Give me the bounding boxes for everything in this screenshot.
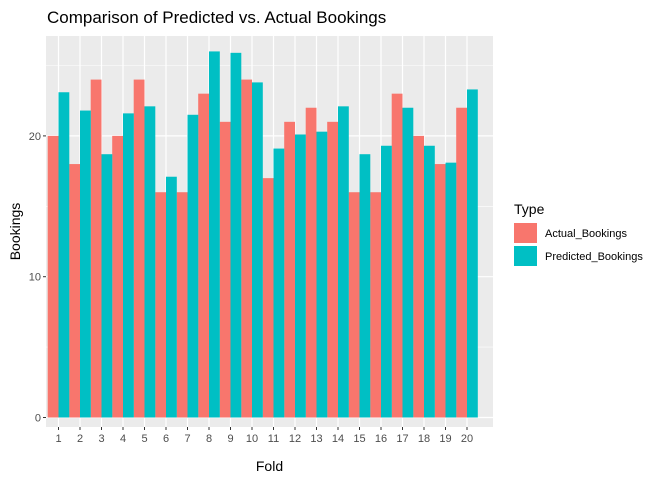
bar-predicted-bookings	[58, 92, 70, 418]
x-tick-label: 14	[332, 433, 344, 445]
x-tick-label: 15	[353, 433, 365, 445]
bar-actual-bookings	[90, 79, 102, 418]
y-axis: 0 10 20	[29, 131, 46, 425]
chart-title: Comparison of Predicted vs. Actual Booki…	[47, 8, 386, 27]
x-tick-label: 5	[141, 433, 147, 445]
x-tick-label: 11	[268, 433, 279, 445]
bar-predicted-bookings	[230, 52, 242, 418]
x-tick-label: 17	[396, 433, 408, 445]
bar-predicted-bookings	[209, 51, 220, 418]
bar-predicted-bookings	[424, 145, 435, 418]
bar-predicted-bookings	[445, 162, 457, 418]
bar-predicted-bookings	[381, 145, 392, 418]
bar-predicted-bookings	[359, 154, 371, 418]
bar-predicted-bookings	[295, 134, 306, 418]
bar-actual-bookings	[198, 93, 209, 418]
y-tick-label: 0	[35, 413, 41, 425]
x-tick-label: 18	[418, 433, 430, 445]
bar-predicted-bookings	[316, 131, 328, 418]
legend-label: Actual_Bookings	[545, 228, 627, 240]
legend-title: Type	[514, 201, 545, 217]
bar-predicted-bookings	[144, 106, 156, 418]
x-tick-label: 6	[163, 433, 169, 445]
bar-actual-bookings	[155, 192, 166, 418]
x-tick-label: 8	[206, 433, 212, 445]
bar-actual-bookings	[348, 192, 360, 418]
bar-actual-bookings	[112, 135, 123, 418]
bar-actual-bookings	[413, 135, 424, 418]
x-tick-label: 13	[310, 433, 322, 445]
x-axis-title: Fold	[256, 458, 283, 474]
x-axis: 1 2 3 4 5 6 7 8 9 10 11 12 13 14 15 16 17 18 19 20	[55, 427, 473, 445]
bar-actual-bookings	[47, 135, 59, 418]
bar-actual-bookings	[284, 121, 295, 418]
bar-predicted-bookings	[252, 82, 263, 418]
bar-predicted-bookings	[273, 148, 285, 418]
y-axis-title: Bookings	[7, 203, 23, 261]
bar-predicted-bookings	[101, 154, 113, 418]
bar-actual-bookings	[434, 164, 446, 418]
bar-actual-bookings	[241, 79, 252, 418]
x-tick-label: 2	[77, 433, 83, 445]
legend-label: Predicted_Bookings	[545, 251, 643, 263]
bar-actual-bookings	[69, 164, 80, 418]
x-tick-label: 16	[375, 433, 387, 445]
bar-actual-bookings	[262, 178, 274, 418]
x-tick-label: 10	[246, 433, 258, 445]
bar-predicted-bookings	[187, 114, 199, 418]
bar-actual-bookings	[370, 192, 381, 418]
bar-actual-bookings	[176, 192, 188, 418]
bar-predicted-bookings	[338, 106, 349, 418]
bar-predicted-bookings	[402, 107, 414, 418]
x-tick-label: 12	[289, 433, 301, 445]
bar-actual-bookings	[219, 121, 231, 418]
x-tick-label: 7	[184, 433, 190, 445]
legend: Type Actual_Bookings Predicted_Bookings	[514, 201, 643, 266]
x-tick-label: 20	[461, 433, 473, 445]
bar-actual-bookings	[133, 79, 145, 418]
bar-actual-bookings	[391, 93, 403, 418]
bar-actual-bookings	[456, 107, 467, 418]
x-tick-label: 19	[439, 433, 451, 445]
bar-actual-bookings	[305, 107, 317, 418]
y-tick-label: 20	[29, 131, 41, 143]
x-tick-label: 4	[120, 433, 126, 445]
bar-predicted-bookings	[467, 89, 478, 418]
bar-predicted-bookings	[80, 110, 91, 418]
legend-swatch	[514, 246, 537, 266]
y-tick-label: 10	[29, 272, 41, 284]
x-tick-label: 3	[98, 433, 104, 445]
x-tick-label: 1	[55, 433, 61, 445]
legend-swatch	[514, 223, 537, 243]
bar-actual-bookings	[327, 121, 338, 418]
bars	[47, 51, 478, 418]
bar-predicted-bookings	[123, 113, 134, 418]
x-tick-label: 9	[227, 433, 233, 445]
bar-predicted-bookings	[166, 176, 177, 418]
